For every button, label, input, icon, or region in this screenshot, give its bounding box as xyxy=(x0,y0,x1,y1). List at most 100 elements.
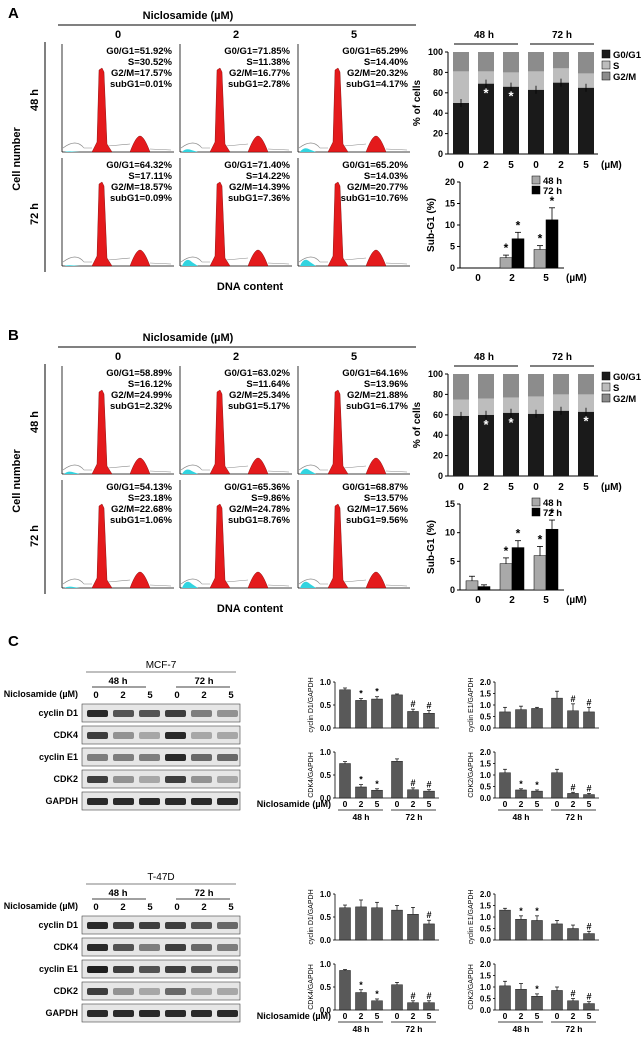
x-tick-label: 0 xyxy=(343,1011,348,1021)
bar-48h xyxy=(499,257,513,269)
x-tick-label: 2 xyxy=(571,799,576,809)
g0g1-peak xyxy=(91,389,113,475)
y-axis-title: cyclin E1/GAPDH xyxy=(468,678,475,733)
x-tick-label: 2 xyxy=(571,1011,576,1021)
bar-g2m xyxy=(503,374,519,398)
quantification-bar xyxy=(371,789,383,799)
blot-band xyxy=(113,754,134,761)
g2m-peak xyxy=(247,135,269,153)
quantification-bar xyxy=(339,907,351,941)
histogram: G0/G1=71.85%S=11.38%G2/M=16.77%subG1=2.7… xyxy=(179,44,292,153)
blot-band xyxy=(113,966,134,973)
quantification-bar xyxy=(391,694,403,729)
significance-mark: * xyxy=(535,780,539,790)
x-tick-label: 5 xyxy=(427,799,432,809)
lane-number: 5 xyxy=(147,690,153,701)
x-tick-label: 5 xyxy=(535,799,540,809)
significance-mark: # xyxy=(426,701,431,711)
blot-band xyxy=(165,988,186,995)
bar-s xyxy=(453,71,469,103)
blot-band xyxy=(191,944,212,951)
significance-mark: * xyxy=(359,689,363,699)
g2m-peak xyxy=(129,571,151,589)
quantification-bar xyxy=(423,713,435,729)
bar-g0g1 xyxy=(503,86,519,154)
x-tick-label: 5 xyxy=(508,482,514,493)
blot-band xyxy=(87,754,108,761)
blot-band xyxy=(87,922,108,929)
g2m-peak xyxy=(129,457,151,475)
bar-g2m xyxy=(553,374,569,395)
y-tick-label: 0.5 xyxy=(480,995,492,1004)
histogram-stat: S=14.03% xyxy=(364,171,409,182)
significance-mark: # xyxy=(570,989,575,999)
protein-label: CDK4 xyxy=(53,942,78,952)
dose-label: 0 xyxy=(115,351,121,363)
histogram-trace xyxy=(298,464,408,473)
histogram-stat: G0/G1=65.29% xyxy=(342,46,408,57)
histogram-stat: G2/M=16.77% xyxy=(229,68,291,79)
x-tick-label: 2 xyxy=(411,1011,416,1021)
histogram-stat: subG1=0.09% xyxy=(110,193,173,204)
quantification-bar xyxy=(423,923,435,941)
dose-label: 2 xyxy=(233,351,239,363)
y-tick-label: 0 xyxy=(438,471,443,481)
quantification-bar xyxy=(515,789,527,799)
g2m-peak xyxy=(365,457,387,475)
y-tick-label: 0 xyxy=(438,149,443,159)
y-axis-title: CDK4/GAPDH xyxy=(308,752,315,798)
treatment-header: Niclosamide (µM) xyxy=(143,10,234,22)
bar-g2m xyxy=(528,52,544,72)
quantification-bar xyxy=(355,992,367,1011)
subg1-fill xyxy=(182,469,198,474)
protein-label: GAPDH xyxy=(45,1008,78,1018)
blot-band xyxy=(87,776,108,783)
blot-band xyxy=(217,776,238,783)
histogram: G0/G1=64.16%S=13.96%G2/M=21.88%subG1=6.1… xyxy=(297,366,410,475)
y-tick-label: 1.0 xyxy=(480,913,492,922)
significance-mark: # xyxy=(586,783,591,793)
quantification-bar xyxy=(423,790,435,799)
y-tick-label: 0.5 xyxy=(320,913,332,922)
legend-entry: G2/M xyxy=(613,72,636,83)
histogram-stat: subG1=1.06% xyxy=(110,515,173,526)
chart-lane-label: Niclosamide (µM) xyxy=(257,799,331,809)
y-tick-label: 5 xyxy=(450,242,455,252)
bar-g0g1 xyxy=(578,87,594,154)
blot-strip xyxy=(81,981,241,1001)
x-tick-label: 5 xyxy=(583,482,589,493)
histogram-stat: G0/G1=65.36% xyxy=(224,482,290,493)
bar-g0g1 xyxy=(453,415,469,476)
blot-strip xyxy=(81,959,241,979)
legend-swatch xyxy=(531,185,541,195)
histogram-trace xyxy=(180,464,290,473)
bar-s xyxy=(503,72,519,87)
bar-48h xyxy=(533,555,547,591)
western-blot-MCF-7: MCF-7 48 h 72 h Niclosamide (µM) 0 2 5 0 2 5 cycli… xyxy=(4,660,241,811)
significance-mark: # xyxy=(426,991,431,1001)
quantification-bar xyxy=(371,1000,383,1011)
y-tick-label: 0.0 xyxy=(480,794,492,803)
blot-strip xyxy=(81,725,241,745)
legend-swatch xyxy=(531,507,541,517)
legend-entry: G0/G1 xyxy=(613,50,642,61)
blot-band xyxy=(113,776,134,783)
histogram-stat: S=14.40% xyxy=(364,57,409,68)
bar-g0g1 xyxy=(553,82,569,154)
y-tick-label: 1.0 xyxy=(320,960,332,969)
bar-s xyxy=(478,398,494,415)
quantification-chart: 0.0 0.5 1.0 CDK4/GAPDH 0 * 2 * 5 0 #2 #5 48 h 72 h xyxy=(308,960,439,1034)
blot-band xyxy=(191,922,212,929)
histogram-trace xyxy=(62,464,172,473)
histogram: G0/G1=51.92%S=30.52%G2/M=17.57%subG1=0.0… xyxy=(61,44,174,153)
subg1-bar-chart: 0 5 10 15 Sub-G1 (%) 0 * * 2 * * 5 (µM) 48 h72 h xyxy=(426,497,587,606)
blot-band xyxy=(139,798,160,805)
significance-mark: * xyxy=(375,989,379,999)
bar-72h xyxy=(511,238,525,269)
legend-swatch xyxy=(531,497,541,507)
significance-star: * xyxy=(538,532,543,546)
bar-g2m xyxy=(528,374,544,397)
blot-band xyxy=(165,798,186,805)
blot-band xyxy=(165,754,186,761)
time-label: 72 h xyxy=(194,676,213,687)
